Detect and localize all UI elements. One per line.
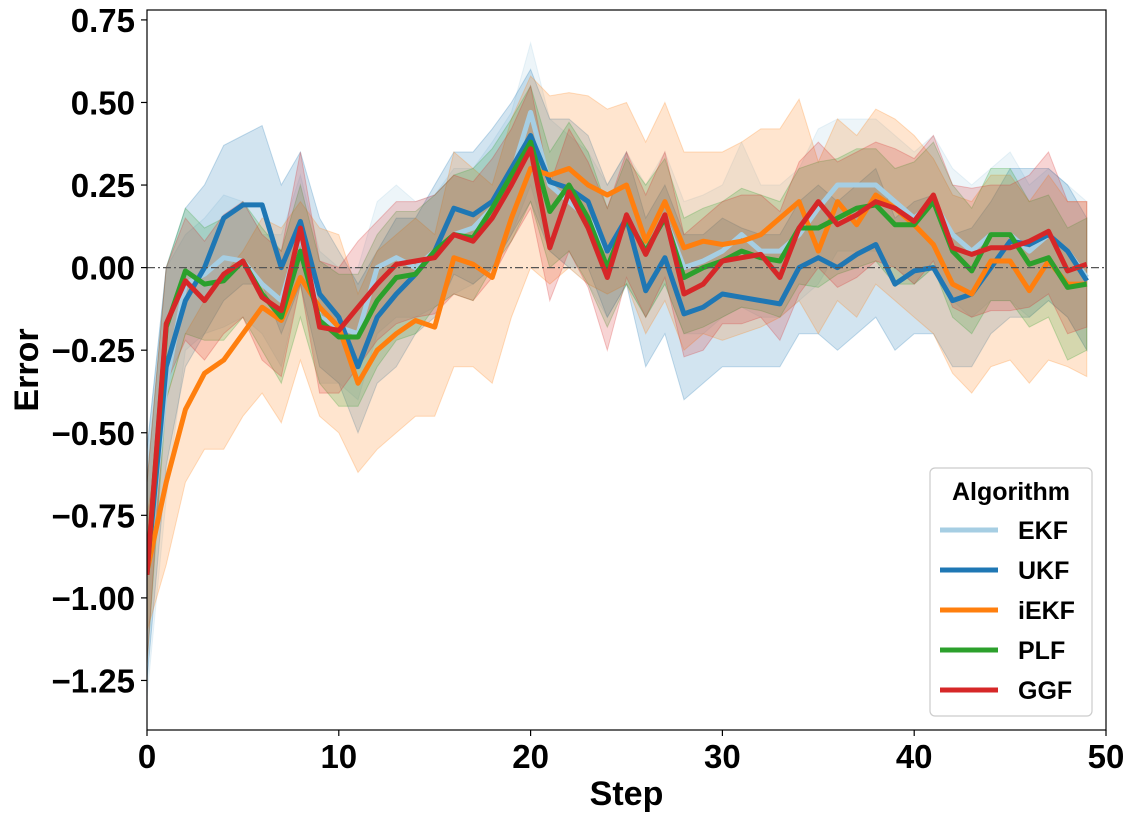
x-tick-label: 10: [320, 738, 357, 775]
legend-items: EKF UKF iEKF PLF GGF: [940, 517, 1075, 705]
y-tick-label: 0.25: [71, 167, 135, 204]
y-tick-label: −0.75: [52, 497, 136, 534]
y-tick-label: 0.00: [71, 250, 135, 287]
legend-label-plf: PLF: [1018, 637, 1065, 665]
y-axis-ticks: −1.25 −1.00 −0.75 −0.50 −0.25 0.00 0.25 0.50 0.7…: [52, 2, 147, 699]
plot-area-frame: [146, 9, 1107, 731]
legend-label-ggf: GGF: [1018, 677, 1072, 705]
legend-label-iekf: iEKF: [1018, 597, 1075, 625]
band-plf: [147, 84, 1088, 664]
legend-label-ukf: UKF: [1018, 557, 1069, 585]
y-tick-label: −0.50: [52, 415, 136, 452]
y-axis-title: Error: [8, 328, 46, 411]
legend-title: Algorithm: [952, 478, 1070, 506]
y-tick-label: 0.75: [71, 2, 135, 39]
y-tick-label: −1.25: [52, 662, 136, 699]
x-tick-label: 50: [1088, 738, 1125, 775]
x-axis-ticks: 0 10 20 30 40 50: [138, 730, 1125, 775]
band-ggf: [147, 84, 1088, 664]
legend: Algorithm EKF UKF iEKF PLF GGF: [929, 467, 1093, 717]
y-tick-label: 0.50: [71, 84, 135, 121]
series-lines: [147, 109, 1089, 576]
x-tick-label: 20: [512, 738, 549, 775]
series-line-ggf: [147, 146, 1088, 575]
band-ekf: [147, 41, 1088, 698]
x-axis-title: Step: [590, 775, 664, 813]
x-tick-label: 40: [896, 738, 933, 775]
y-tick-label: −0.25: [52, 332, 136, 369]
legend-label-ekf: EKF: [1018, 517, 1068, 545]
y-tick-label: −1.00: [52, 580, 136, 617]
x-tick-label: 0: [138, 738, 156, 775]
series-line-iekf: [147, 166, 1087, 573]
x-tick-label: 30: [704, 738, 741, 775]
